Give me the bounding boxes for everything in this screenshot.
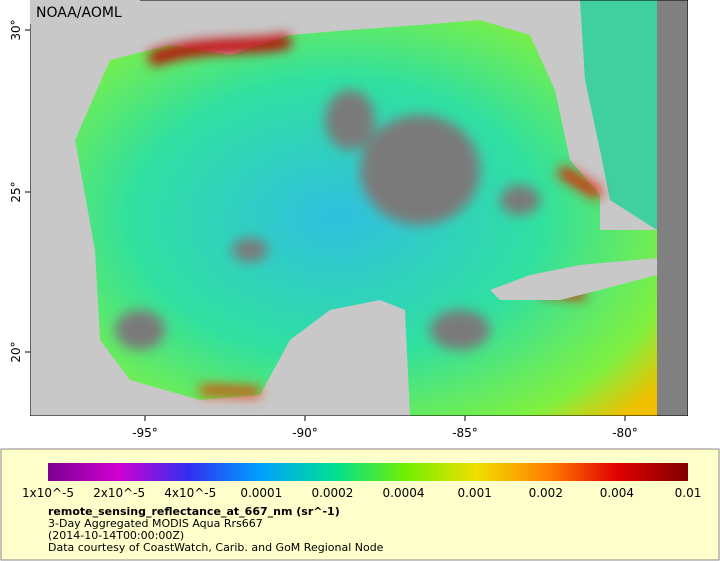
lat-label: 25° [9, 181, 23, 202]
lon-label: -95° [132, 426, 158, 440]
colorbar-label: 0.0004 [383, 486, 425, 500]
colorbar-label: 2x10^-5 [93, 486, 145, 500]
colorbar-label: 0.002 [529, 486, 563, 500]
lat-label: 30° [9, 19, 23, 40]
caption-title: remote_sensing_reflectance_at_667_nm (sr… [48, 505, 340, 518]
water [75, 20, 657, 416]
lon-label: -90° [292, 426, 318, 440]
cuba [490, 258, 657, 300]
no-data-patches [115, 90, 540, 350]
lon-label: -80° [612, 426, 638, 440]
map-image [30, 0, 688, 416]
lat-label: 20° [9, 341, 23, 362]
colorbar-label: 0.0001 [240, 486, 282, 500]
lon-label: -85° [452, 426, 478, 440]
colorbar-label: 0.0002 [311, 486, 353, 500]
caption-line: Data courtesy of CoastWatch, Carib. and … [48, 541, 384, 554]
credit: NOAA/AOML [36, 5, 122, 21]
caption-line: 3-Day Aggregated MODIS Aqua Rrs667 [48, 517, 263, 530]
credit-box [30, 0, 140, 24]
water [580, 0, 657, 230]
caption-line: (2014-10-14T00:00:00Z) [48, 529, 184, 542]
colorbar-label: 0.001 [457, 486, 491, 500]
colorbar-label: 1x10^-5 [22, 486, 74, 500]
colorbar-label: 0.004 [600, 486, 634, 500]
colorbar [48, 463, 688, 481]
colorbar-label: 0.01 [675, 486, 702, 500]
no-data-strip [657, 0, 688, 416]
colorbar-label: 4x10^-5 [164, 486, 216, 500]
